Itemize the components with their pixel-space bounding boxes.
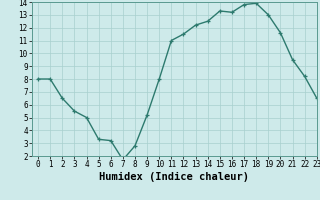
X-axis label: Humidex (Indice chaleur): Humidex (Indice chaleur): [100, 172, 249, 182]
